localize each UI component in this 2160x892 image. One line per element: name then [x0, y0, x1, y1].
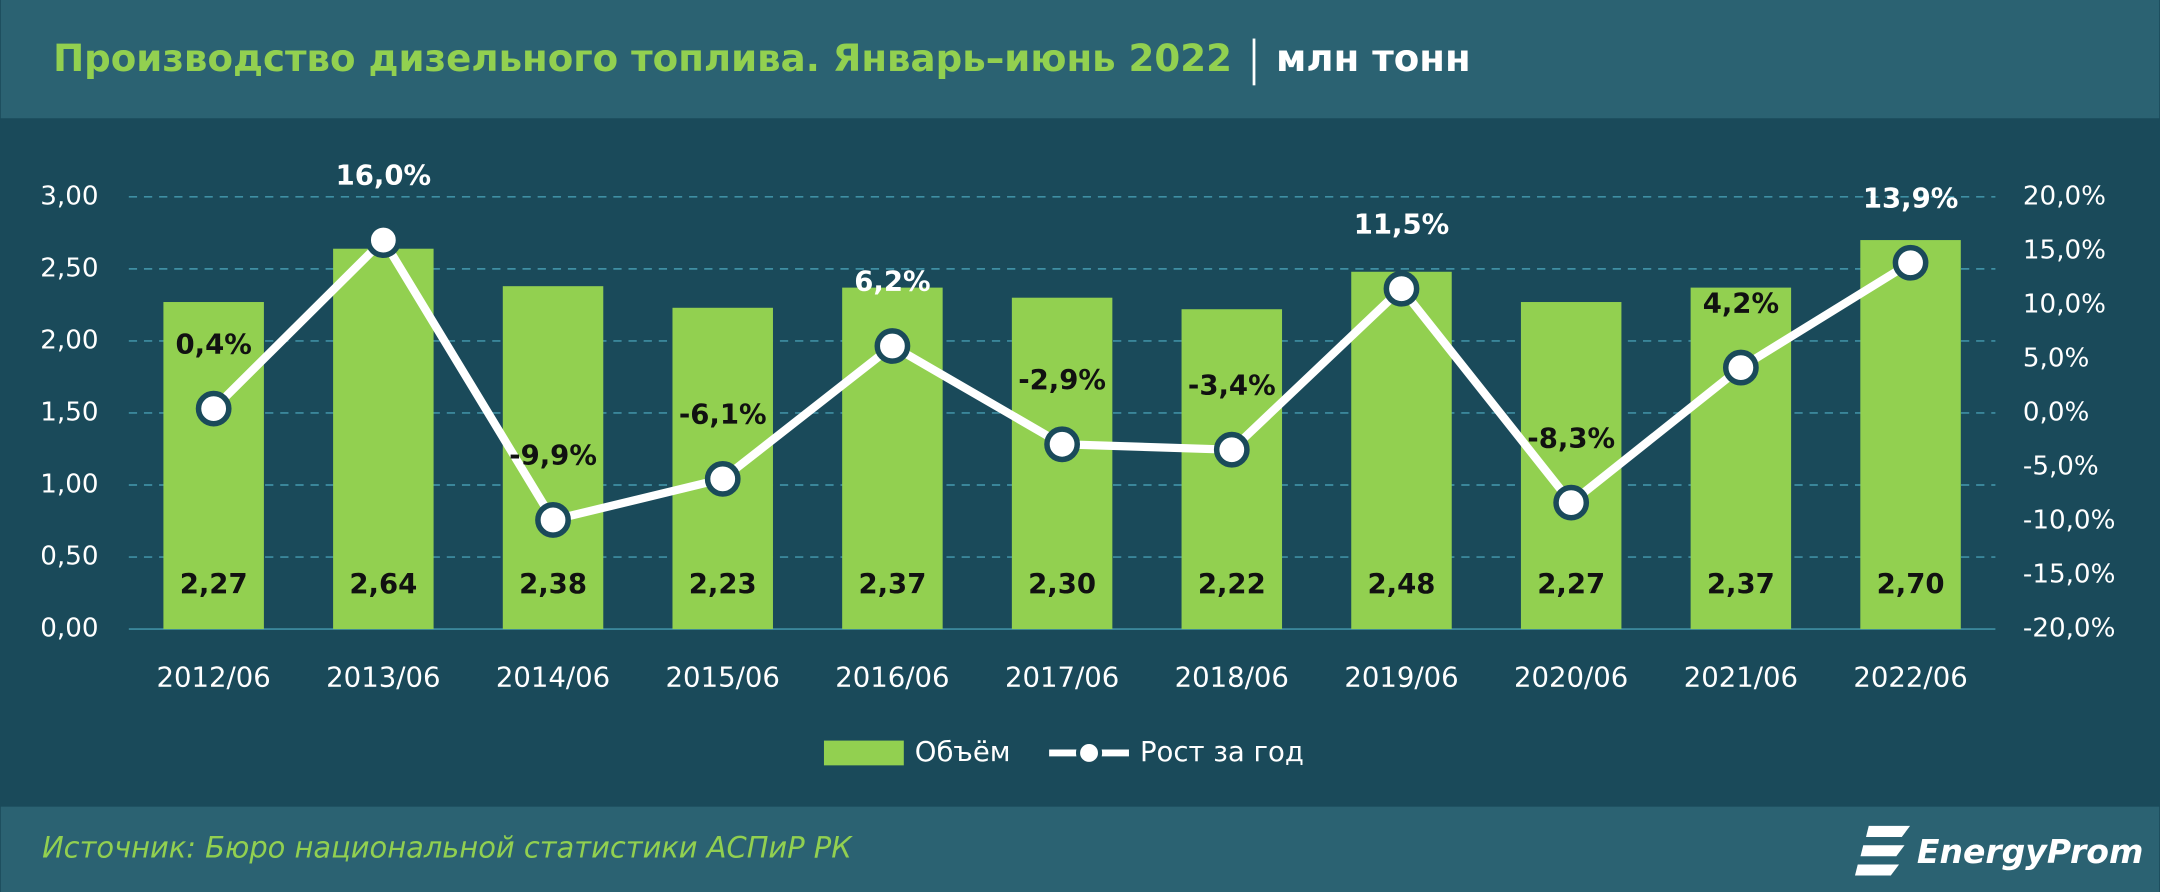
- y2-tick-label: -5,0%: [2023, 451, 2099, 481]
- y-tick-label: 2,50: [40, 253, 98, 283]
- y2-tick-label: 5,0%: [2023, 343, 2089, 373]
- bar-value-label: 2,27: [1537, 568, 1605, 600]
- bar-value-label: 2,37: [1707, 568, 1775, 600]
- line-marker: [1044, 426, 1080, 463]
- line-value-label: -8,3%: [1527, 422, 1615, 454]
- source-note: Источник: Бюро национальной статистики А…: [42, 830, 853, 864]
- line-marker: [1213, 431, 1250, 468]
- bar-value-label: 2,38: [519, 568, 587, 600]
- legend-label: Рост за год: [1140, 736, 1304, 768]
- y-tick-label: 0,00: [40, 614, 98, 644]
- footer-band: [0, 806, 2160, 892]
- line-marker: [535, 502, 571, 538]
- line-value-label: 11,5%: [1354, 208, 1449, 240]
- brand-logo: EnergyProm: [1854, 825, 2143, 876]
- bar-value-label: 2,23: [689, 568, 757, 600]
- y2-tick-label: -10,0%: [2023, 506, 2115, 536]
- x-tick-label: 2021/06: [1684, 662, 1798, 694]
- y2-tick-label: 10,0%: [2023, 289, 2106, 319]
- y-tick-label: 1,50: [40, 397, 98, 427]
- x-tick-label: 2016/06: [835, 662, 949, 694]
- y2-tick-label: 20,0%: [2023, 181, 2106, 211]
- y2-tick-label: -20,0%: [2023, 614, 2115, 644]
- line-value-label: -2,9%: [1018, 364, 1106, 396]
- bar-value-label: 2,27: [180, 568, 248, 600]
- x-tick-label: 2018/06: [1175, 662, 1289, 694]
- x-tick-label: 2013/06: [326, 662, 440, 694]
- x-tick-label: 2015/06: [666, 662, 780, 694]
- line-marker: [195, 390, 232, 427]
- logo-icon: [1854, 825, 1911, 876]
- unit-label: млн тонн: [1276, 37, 1471, 80]
- y-tick-label: 3,00: [40, 181, 98, 211]
- bar: [1860, 240, 1961, 630]
- legend-swatch-marker: [1075, 739, 1103, 767]
- line-marker: [704, 460, 741, 497]
- legend-label: Объём: [915, 736, 1011, 768]
- line-marker: [1553, 484, 1590, 521]
- legend-swatch: [823, 740, 904, 766]
- line-value-label: -6,1%: [679, 399, 767, 431]
- line-marker: [874, 328, 911, 364]
- line-value-label: 6,2%: [854, 266, 930, 298]
- bar: [1011, 297, 1113, 630]
- x-tick-label: 2019/06: [1344, 662, 1458, 694]
- line-value-label: -3,4%: [1188, 369, 1276, 401]
- bar-value-label: 2,37: [858, 568, 926, 600]
- brand-name: EnergyProm: [1917, 832, 2143, 871]
- x-tick-label: 2020/06: [1514, 662, 1628, 694]
- bar-value-label: 2,30: [1028, 568, 1096, 600]
- x-tick-label: 2017/06: [1005, 662, 1119, 694]
- bar: [163, 302, 264, 630]
- bar: [333, 248, 434, 630]
- line-marker: [1892, 244, 1929, 281]
- line-marker: [1383, 270, 1420, 307]
- header-band: [0, 0, 2160, 119]
- bar-value-label: 2,70: [1877, 568, 1945, 600]
- bar-value-label: 2,22: [1198, 568, 1266, 600]
- bar-value-label: 2,48: [1368, 568, 1436, 600]
- line-value-label: 13,9%: [1863, 182, 1958, 214]
- y-tick-label: 1,00: [40, 470, 98, 500]
- line-value-label: 4,2%: [1703, 287, 1779, 319]
- y2-tick-label: -15,0%: [2023, 560, 2115, 590]
- y-tick-label: 0,50: [40, 542, 98, 572]
- bar: [1181, 309, 1283, 630]
- bar-value-label: 2,64: [349, 568, 417, 600]
- x-tick-label: 2012/06: [156, 662, 270, 694]
- chart-title: Производство дизельного топлива. Январь–…: [53, 37, 1232, 80]
- line-marker: [1722, 349, 1759, 386]
- line-value-label: 0,4%: [175, 328, 251, 360]
- x-tick-label: 2022/06: [1853, 662, 1967, 694]
- legend: Объём Рост за год: [823, 736, 1304, 768]
- y2-tick-label: 0,0%: [2023, 397, 2089, 427]
- line-marker: [365, 222, 402, 258]
- x-tick-label: 2014/06: [496, 662, 610, 694]
- line-value-label: -9,9%: [509, 440, 597, 472]
- y-tick-label: 2,00: [40, 325, 98, 355]
- y2-tick-label: 15,0%: [2023, 235, 2106, 265]
- line-value-label: 16,0%: [336, 160, 431, 192]
